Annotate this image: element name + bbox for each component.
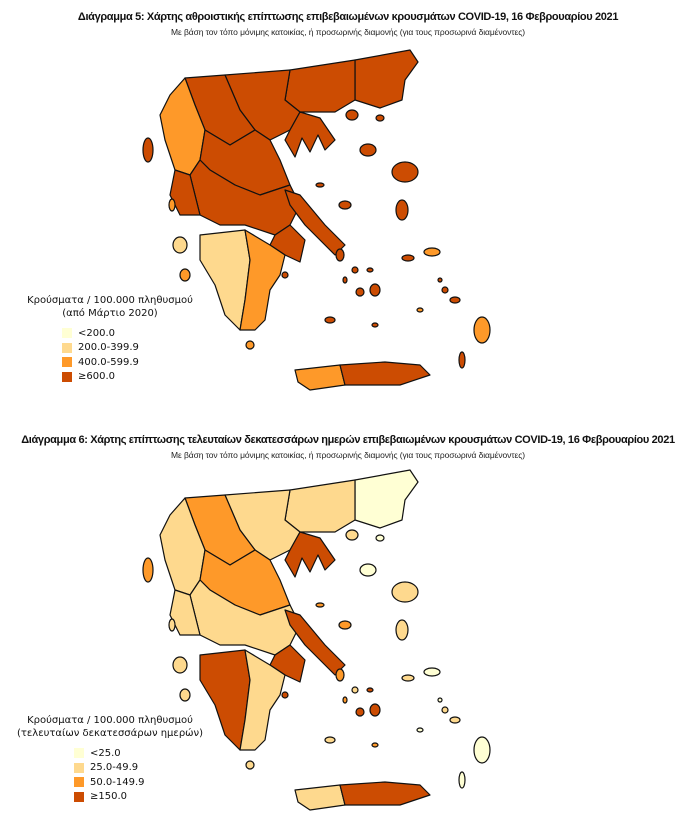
island-naxos [369,703,381,717]
island-ikaria [401,674,415,682]
island-mykonos [366,687,374,693]
island-corfu [142,137,154,163]
legend-item: ≥150.0 [74,790,210,805]
island-paros [355,287,365,297]
island-paros [355,707,365,717]
island-leros [437,697,443,703]
island-lefkada [168,198,176,212]
island-zakynthos [179,688,191,702]
island-tinos [351,266,359,274]
island-samos [423,247,441,257]
island-kos [449,296,461,304]
island-skyros [338,200,352,210]
map2-choropleth [142,469,491,811]
island-syros [342,276,348,284]
region-cretee [339,781,431,806]
island-lefkada [168,618,176,632]
island-rhodes [473,736,491,764]
island-andros [335,668,345,682]
island-skyros [338,620,352,630]
map1-subtitle: Με βάση τον τόπο μόνιμης κατοικίας, ή πρ… [171,27,525,37]
region-chalk [284,531,336,578]
island-rhodes [473,316,491,344]
island-lemnos [359,143,377,157]
island-zakynthos [179,268,191,282]
map2-subtitle: Με βάση τον τόπο μόνιμης κατοικίας, ή πρ… [171,450,525,460]
map2-legend: Κρούσματα / 100.000 πληθυσμού (τελευταίων… [10,714,210,804]
region-aitol [169,589,201,636]
island-kos [449,716,461,724]
island-sporades [315,182,325,188]
island-lesvos [391,581,419,603]
map2-title: Διάγραμμα 6: Χάρτης επίπτωσης τελευταίων… [21,434,675,446]
legend-item: <200.0 [62,326,210,341]
legend-item: ≥600.0 [62,370,210,385]
island-andros [335,248,345,262]
island-milos [324,736,336,744]
island-santorini [371,742,379,748]
island-chios [395,199,409,221]
island-lemnos [359,563,377,577]
legend-title: Κρούσματα / 100.000 πληθυσμού (τελευταίων… [16,715,204,739]
island-corfu [142,557,154,583]
map1-legend: Κρούσματα / 100.000 πληθυσμού (από Μάρτιο… [10,294,210,384]
region-cretew [294,784,346,811]
region-chalk [284,111,336,158]
island-samos [423,667,441,677]
legend-item: 50.0-149.9 [74,775,210,790]
island-mykonos [366,267,374,273]
region-emac [284,59,356,113]
island-ikaria [401,254,415,262]
region-thrace [354,469,419,529]
island-samothraki [375,114,385,122]
legend-item: 200.0-399.9 [62,341,210,356]
island-leros [437,277,443,283]
legend-item: 25.0-49.9 [74,761,210,776]
region-emac [284,479,356,533]
island-karpathos [458,351,466,369]
island-karpathos [458,771,466,789]
island-thasos [345,529,359,541]
island-naxos [369,283,381,297]
map1-title: Διάγραμμα 5: Χάρτης αθροιστικής επίπτωση… [77,11,619,23]
island-sporades [315,602,325,608]
island-kythira [245,340,255,350]
island-lesvos [391,161,419,183]
legend-item: 400.0-599.9 [62,355,210,370]
region-cretee [339,361,431,386]
legend-title: Κρούσματα / 100.000 πληθυσμού (από Μάρτιο… [27,295,193,319]
island-milos [324,316,336,324]
island-astypalaia [416,727,424,733]
map1-choropleth [142,49,491,391]
island-aegina [281,691,289,699]
region-pele [239,649,286,751]
island-tinos [351,686,359,694]
island-thasos [345,109,359,121]
island-samothraki [375,534,385,542]
island-kalymnos [441,706,449,714]
island-kefalonia [172,236,188,254]
island-kalymnos [441,286,449,294]
island-astypalaia [416,307,424,313]
island-santorini [371,322,379,328]
region-cretew [294,364,346,391]
legend-item: <25.0 [74,746,210,761]
island-chios [395,619,409,641]
island-syros [342,696,348,704]
region-aitol [169,169,201,216]
region-thrace [354,49,419,109]
region-pele [239,229,286,331]
island-kythira [245,760,255,770]
island-kefalonia [172,656,188,674]
island-aegina [281,271,289,279]
